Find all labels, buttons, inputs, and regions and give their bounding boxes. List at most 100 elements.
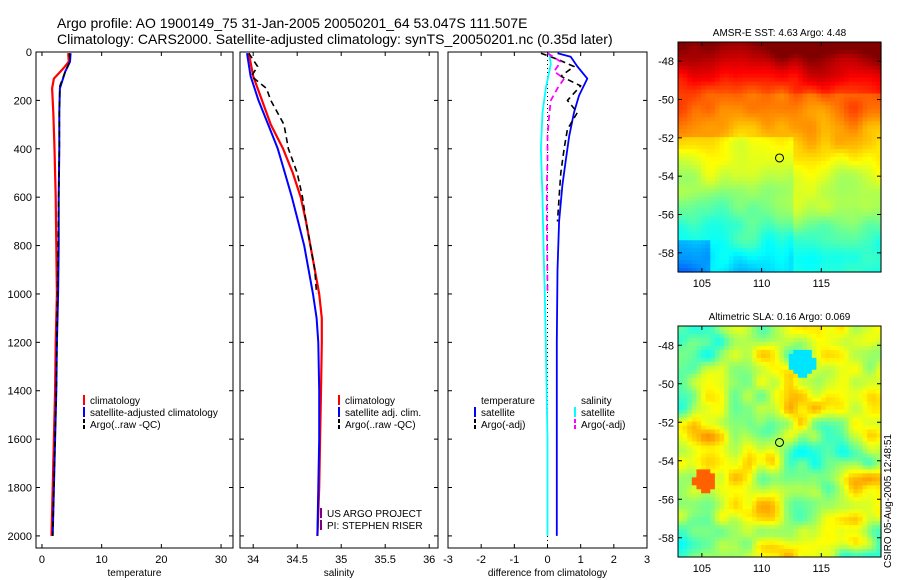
map-cell: [793, 149, 799, 154]
map-cell: [793, 53, 799, 59]
map-cell: [857, 365, 864, 371]
map-cell: [705, 397, 711, 403]
map-cell: [691, 208, 698, 214]
map-cell: [719, 192, 725, 198]
map-cell: [821, 172, 827, 178]
map-cell: [793, 101, 799, 107]
map-cell: [710, 113, 716, 118]
map-cell: [821, 168, 827, 174]
map-cell: [816, 85, 822, 91]
map-cell: [733, 381, 739, 387]
map-cell: [710, 61, 716, 67]
map-cell: [710, 196, 716, 202]
map-cell: [714, 326, 721, 331]
map-cell: [770, 457, 776, 463]
map-cell: [834, 429, 841, 435]
map-cell: [862, 200, 868, 206]
map-cell: [807, 228, 813, 233]
map-cell: [797, 397, 804, 403]
map-cell: [876, 61, 882, 67]
map-cell: [825, 89, 831, 95]
map-cell: [747, 137, 753, 142]
map-cell: [678, 357, 684, 363]
map-cell: [862, 133, 868, 138]
map-cell: [751, 409, 758, 415]
map-cell: [765, 93, 771, 99]
map-cell: [802, 497, 808, 502]
map-cell: [821, 485, 827, 490]
map-cell: [844, 133, 850, 138]
map-cell: [834, 433, 841, 439]
map-cell: [807, 481, 813, 486]
map-cell: [779, 224, 785, 229]
map-cell: [742, 188, 748, 194]
map-cell: [825, 204, 831, 210]
map-cell: [825, 69, 831, 75]
map-cell: [765, 397, 771, 403]
map-cell: [871, 477, 877, 482]
map-cell: [678, 141, 684, 146]
map-cell: [710, 85, 716, 91]
map-cell: [678, 517, 684, 522]
map-cell: [701, 145, 707, 150]
map-cell: [784, 353, 790, 359]
map-cell: [853, 212, 859, 218]
map-cell: [737, 97, 744, 103]
map-cell: [821, 81, 827, 87]
map-cell: [853, 393, 859, 399]
map-cell: [719, 141, 725, 146]
map-cell: [811, 176, 818, 182]
map-cell: [737, 232, 744, 237]
map-cell: [821, 160, 827, 166]
map-cell: [802, 248, 808, 253]
map-cell: [862, 521, 868, 526]
map-cell: [825, 425, 831, 431]
map-cell: [876, 441, 882, 447]
map-cell: [811, 149, 818, 154]
map-cell: [807, 97, 813, 103]
map-cell: [742, 141, 748, 146]
map-cell: [756, 525, 762, 530]
map-cell: [770, 493, 776, 498]
depth-tick-label: 1600: [8, 434, 32, 446]
map-cell: [714, 341, 721, 347]
map-cell: [687, 333, 693, 339]
map-cell: [862, 260, 868, 265]
map-cell: [802, 121, 808, 126]
map-cell: [687, 373, 693, 379]
map-cell: [710, 69, 716, 75]
map-cell: [737, 93, 744, 99]
map-cell: [834, 53, 841, 59]
map-cell: [797, 425, 804, 431]
map-cell: [821, 188, 827, 194]
map-cell: [834, 377, 841, 383]
map-cell: [701, 240, 707, 245]
map-cell: [714, 264, 721, 269]
map-cell: [770, 180, 776, 186]
map-cell: [761, 160, 767, 166]
map-cell: [742, 121, 748, 126]
map-cell: [876, 244, 882, 249]
map-cell: [779, 172, 785, 178]
map-cell: [834, 345, 841, 351]
map-cell: [751, 389, 758, 395]
map-cell: [714, 61, 721, 67]
map-cell: [710, 449, 716, 455]
map-cell: [678, 184, 684, 190]
map-cell: [811, 441, 818, 447]
map-cell: [701, 385, 707, 391]
map-cell: [691, 65, 698, 71]
map-cell: [853, 465, 859, 470]
map-cell: [834, 196, 841, 202]
map-cell: [737, 53, 744, 59]
map-cell: [756, 224, 762, 229]
map-cell: [784, 172, 790, 178]
map-cell: [761, 244, 767, 249]
map-cell: [682, 212, 688, 218]
map-cell: [862, 268, 868, 273]
map-cell: [682, 133, 688, 138]
map-cell: [834, 441, 841, 447]
map-cell: [724, 357, 730, 363]
map-cell: [687, 525, 693, 530]
map-cell: [691, 389, 698, 395]
